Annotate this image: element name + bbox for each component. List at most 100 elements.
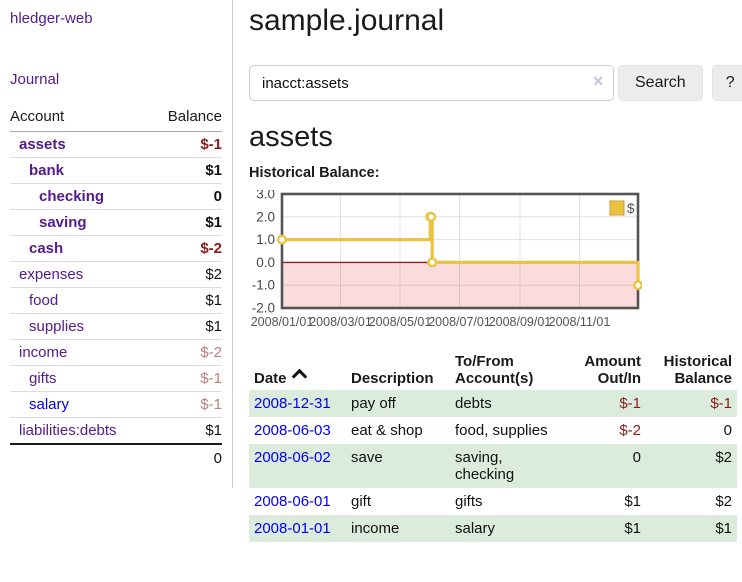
- account-row: checking 0: [10, 183, 222, 210]
- sidebar-account-cash[interactable]: cash: [29, 240, 64, 257]
- sidebar-account-saving[interactable]: saving: [39, 214, 87, 231]
- account-balance: $1: [150, 313, 222, 340]
- date-cell: 2008-12-31: [249, 390, 346, 417]
- hledger-web-app: hledger-web Journal Account Balance asse…: [0, 0, 742, 542]
- account-balance: $2: [150, 261, 222, 288]
- description-cell: income: [351, 520, 400, 537]
- clear-search-icon[interactable]: ✕: [592, 73, 604, 89]
- search-input[interactable]: [249, 65, 614, 101]
- svg-text:0.0: 0.0: [256, 255, 275, 270]
- sidebar-account-gifts[interactable]: gifts: [29, 370, 57, 387]
- sidebar: hledger-web Journal Account Balance asse…: [0, 0, 233, 488]
- balance-column-header: Historical Balance: [663, 353, 732, 387]
- accounts-cell: gifts: [455, 493, 483, 510]
- date-cell: 2008-06-03: [249, 417, 346, 444]
- accounts-cell: debts: [455, 395, 492, 412]
- accounts-cell: food, supplies: [455, 422, 548, 439]
- account-heading: assets: [249, 121, 333, 153]
- transaction-date-link[interactable]: 2008-12-31: [254, 395, 331, 412]
- search-form: ✕ Search ?: [249, 65, 742, 101]
- account-row: gifts $-1: [10, 365, 222, 392]
- transaction-date-link[interactable]: 2008-06-02: [254, 449, 331, 466]
- search-box: ✕: [249, 65, 614, 101]
- account-name-cell: checking: [10, 183, 151, 210]
- sidebar-account-income[interactable]: income: [19, 344, 68, 361]
- svg-text:2008/03/01: 2008/03/01: [309, 315, 372, 329]
- sidebar-account-salary[interactable]: salary: [29, 396, 70, 413]
- journal-link[interactable]: Journal: [10, 71, 60, 88]
- sidebar-account-liabilities-debts[interactable]: liabilities:debts: [19, 422, 117, 439]
- svg-text:2008/07/01: 2008/07/01: [428, 315, 491, 329]
- balance-chart-svg: $3.0 2.0 1.0 0.0 -1.0 -2.02008/01/012008/03/0…: [251, 187, 644, 329]
- svg-text:2008/11/01: 2008/11/01: [549, 315, 611, 329]
- balance-cell: $1: [715, 520, 732, 537]
- accounts-cell: salary: [455, 520, 496, 537]
- sidebar-account-assets[interactable]: assets: [19, 136, 66, 153]
- transaction-date-link[interactable]: 2008-01-01: [254, 520, 331, 537]
- account-name-cell: bank: [10, 157, 151, 184]
- account-name-cell: liabilities:debts: [10, 417, 151, 444]
- sidebar-account-supplies[interactable]: supplies: [29, 318, 85, 335]
- date-cell: 2008-01-01: [249, 515, 346, 542]
- description-cell: save: [351, 449, 383, 466]
- account-balance: $1: [150, 417, 222, 444]
- balance-column-header: Balance: [150, 105, 222, 132]
- svg-text:$: $: [627, 201, 635, 216]
- description-cell: eat & shop: [351, 422, 423, 439]
- description-cell: gift: [351, 493, 372, 510]
- account-name-cell: expenses: [10, 261, 151, 288]
- account-balance: $-2: [150, 235, 222, 262]
- chart-title: Historical Balance:: [249, 165, 380, 181]
- historical-balance-chart: $3.0 2.0 1.0 0.0 -1.0 -2.0 2008/01/01 2008/03/0…: [249, 187, 737, 336]
- amount-cell: $1: [624, 520, 641, 537]
- account-name-cell: food: [10, 287, 151, 314]
- balance-cell: $2: [715, 449, 732, 466]
- amount-cell: $-2: [619, 422, 641, 439]
- sidebar-account-bank[interactable]: bank: [29, 162, 65, 179]
- description-column-header: Description: [351, 370, 434, 387]
- app-title[interactable]: hledger-web: [10, 10, 93, 27]
- main-content: sample.journal ✕ Search ? assets Histori…: [233, 0, 742, 542]
- account-balance: $-1: [200, 136, 222, 153]
- sidebar-account-expenses[interactable]: expenses: [19, 266, 84, 283]
- accounts-header-row: Account Balance: [10, 105, 222, 132]
- svg-text:3.0: 3.0: [256, 190, 275, 202]
- transaction-date-link[interactable]: 2008-06-03: [254, 422, 331, 439]
- account-row: supplies $1: [10, 313, 222, 340]
- svg-text:2.0: 2.0: [256, 209, 275, 224]
- account-balance: $-1: [150, 391, 222, 418]
- date-column-header[interactable]: Date: [249, 350, 346, 390]
- account-balance: $1: [150, 157, 222, 184]
- sidebar-account-food[interactable]: food: [29, 292, 59, 309]
- account-row: food $1: [10, 287, 222, 314]
- account-row: expenses $2: [10, 261, 222, 288]
- transaction-row: 2008-12-31 pay off debts $-1 $-1: [249, 390, 737, 417]
- svg-text:-1.0: -1.0: [252, 278, 275, 293]
- accounts-column-header: To/From Account(s): [455, 353, 534, 387]
- svg-text:2008/09/01: 2008/09/01: [489, 315, 552, 329]
- svg-text:1.0: 1.0: [256, 232, 275, 247]
- accounts-cell: saving, checking: [455, 449, 515, 483]
- amount-cell: $-1: [619, 395, 641, 412]
- account-balance: $1: [150, 287, 222, 314]
- account-name-cell: gifts: [10, 365, 151, 392]
- transaction-date-link[interactable]: 2008-06-01: [254, 493, 331, 510]
- account-row: assets $-1: [10, 132, 222, 158]
- register-table: Date Description To/From Account(s) Amou…: [249, 350, 737, 542]
- account-row: bank $1: [10, 157, 222, 184]
- account-name-cell: cash: [10, 235, 151, 262]
- amount-cell: $1: [624, 493, 641, 510]
- total-spacer: [10, 443, 151, 472]
- transaction-row: 2008-06-01 gift gifts $1 $2: [249, 488, 737, 515]
- search-button[interactable]: Search: [618, 65, 703, 101]
- help-button[interactable]: ?: [711, 65, 742, 101]
- register-header-row: Date Description To/From Account(s) Amou…: [249, 350, 737, 390]
- accounts-total-row: 0: [10, 443, 222, 472]
- description-cell: pay off: [351, 395, 396, 412]
- account-name-cell: income: [10, 339, 151, 366]
- date-cell: 2008-06-01: [249, 488, 346, 515]
- sort-ascending-icon: [291, 368, 307, 385]
- accounts-table: Account Balance assets $-1 bank $1 checking 0…: [10, 105, 222, 472]
- transaction-row: 2008-06-03 eat & shop food, supplies $-2 0: [249, 417, 737, 444]
- sidebar-account-checking[interactable]: checking: [39, 188, 105, 205]
